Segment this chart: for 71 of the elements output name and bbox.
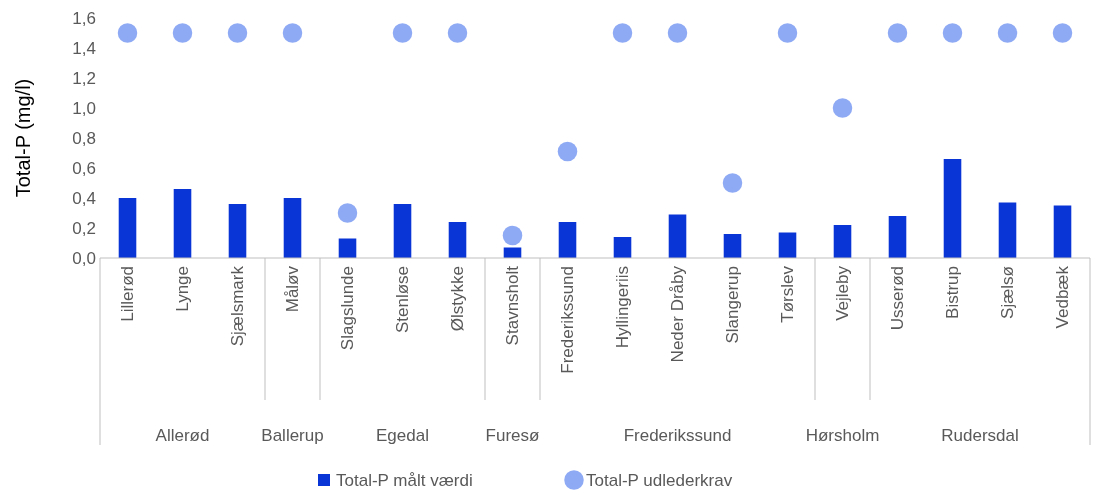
x-tick-label: Stavnsholt [503,265,523,346]
point [832,98,853,118]
y-tick-label: 0,4 [72,188,96,208]
x-tick-label: Vedbæk [1053,265,1073,329]
point [722,173,743,193]
bar [833,225,852,258]
point [447,23,468,43]
bar [558,222,577,258]
x-tick-label: Tørslev [778,265,798,323]
y-tick-label: 1,6 [72,8,96,28]
point [997,23,1018,43]
x-tick-label: Frederikssund [558,266,578,374]
point [612,23,633,43]
x-tick-label: Bistrup [943,266,963,319]
y-tick-label: 0,0 [72,248,96,268]
bar [998,202,1017,258]
text: Allerød [155,425,210,445]
x-tick-label: Neder Dråby [668,265,688,363]
text: Egedal [376,425,429,445]
point [172,23,193,43]
point [942,23,963,43]
x-tick-label: Lillerød [118,266,138,322]
point [227,23,248,43]
text: Rudersdal [941,425,1019,445]
point [502,225,523,246]
bar [778,232,797,258]
bar [888,216,907,258]
x-tick-label: Lynge [173,266,193,312]
bar [943,159,962,258]
point [1052,23,1073,43]
y-axis-title: Total-P (mg/l) [12,78,34,198]
x-tick-label: Vejleby [833,265,853,321]
bar [668,214,687,258]
y-tick-label: 0,2 [72,218,96,238]
point [337,203,358,223]
x-tick-label: Hyllingeriis [613,266,633,349]
legend-label: Total-P målt værdi [336,470,473,490]
x-tick-label: Sjælsø [998,266,1018,319]
x-tick-label: Stenløse [393,266,413,334]
x-tick-label: Usserød [888,266,908,331]
point [117,23,138,43]
point [392,23,413,43]
text: Ballerup [261,425,324,445]
bar [283,198,302,258]
x-tick-label: Sjælsmark [228,265,248,347]
y-tick-label: 0,8 [72,128,96,148]
point [282,23,303,43]
bar [1053,205,1072,258]
bar [393,204,412,258]
x-tick-label: Måløv [283,265,303,313]
y-tick-label: 0,6 [72,158,96,178]
point [887,23,908,43]
point [667,23,688,43]
legend-label: Total-P udlederkrav [586,470,733,490]
bar [118,198,137,258]
bar [173,189,192,258]
y-tick-label: 1,0 [72,98,96,118]
y-tick-label: 1,2 [72,68,96,88]
point [777,23,798,43]
x-tick-label: Slagslunde [338,266,358,351]
text: Hørsholm [805,425,880,445]
text: Frederikssund [623,425,732,445]
bar [228,204,247,258]
bar [613,237,632,258]
bar [723,234,742,258]
y-tick-label: 1,4 [72,38,96,58]
x-tick-label: Ølstykke [448,266,468,332]
text: Furesø [485,425,540,445]
point [557,141,578,162]
x-tick-label: Slangerup [723,266,743,344]
bar [448,222,467,258]
